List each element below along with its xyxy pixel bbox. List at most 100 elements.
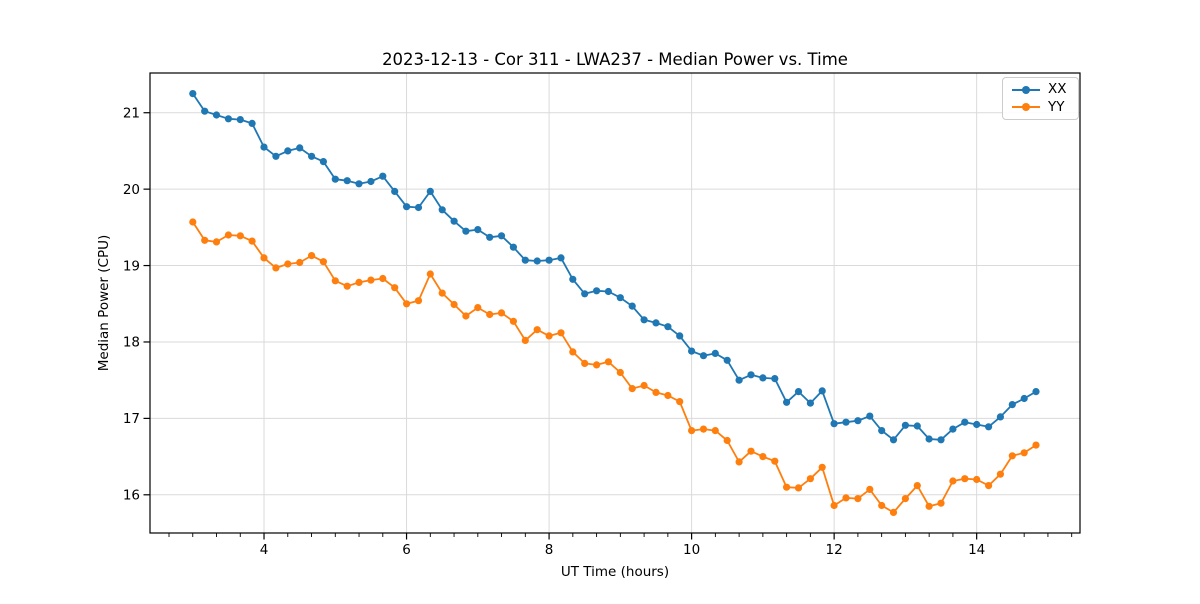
data-point-XX [367,177,375,186]
data-point-YY [426,270,434,278]
data-point-XX [331,175,339,183]
data-point-XX [711,349,719,357]
axes: 4 6 8 10 12 14 16 17 18 19 20 21 [123,105,1073,558]
chart-title: 2023-12-13 - Cor 311 - LWA237 - Median P… [382,50,848,69]
data-point-XX [343,177,351,185]
series-line-XX [191,92,1037,441]
y-tick-label: 17 [123,411,140,427]
data-point-YY [806,475,815,483]
data-point-YY [462,312,470,320]
data-point-XX [414,203,423,212]
data-point-YY [771,457,779,465]
data-point-YY [985,482,993,490]
data-point-XX [794,388,803,396]
data-point-YY [913,482,921,490]
data-point-YY [486,310,494,319]
data-point-YY [260,254,268,262]
data-point-YY [212,238,221,246]
data-point-YY [711,427,719,435]
data-point-XX [747,371,755,379]
data-point-XX [438,206,446,214]
data-point-YY [201,236,209,244]
x-axis-label: UT Time (hours) [561,564,669,580]
gridlines [150,73,1080,533]
data-point-XX [771,375,779,383]
data-point-XX [854,417,862,425]
data-point-XX [557,254,565,262]
data-point-XX [308,152,316,160]
data-point-XX [1032,388,1040,396]
data-point-YY [581,359,589,367]
data-point-XX [901,421,910,429]
data-point-YY [759,453,767,461]
y-tick-label: 19 [123,258,140,274]
data-point-XX [985,423,993,431]
data-point-XX [878,427,886,435]
data-point-YY [236,232,244,240]
data-point-XX [889,436,898,444]
data-point-YY [497,309,506,317]
data-point-XX [581,290,589,298]
data-point-YY [569,348,577,356]
y-tick-label: 18 [123,335,140,351]
data-point-XX [842,418,850,426]
data-point-XX [937,436,945,444]
data-point-YY [723,436,731,445]
data-point-XX [426,187,434,195]
data-point-XX [284,147,292,155]
data-point-YY [319,258,327,266]
data-point-XX [319,158,327,166]
data-point-YY [961,475,969,483]
data-point-XX [403,203,411,211]
data-point-XX [486,233,494,241]
data-point-YY [616,368,624,377]
data-point-XX [593,287,601,295]
data-point-YY [866,485,874,493]
data-point-YY [189,218,197,226]
data-point-XX [212,111,221,119]
data-point-XX [616,294,624,302]
data-point-YY [830,501,838,510]
data-point-YY [593,361,601,369]
legend: XX YY [1002,77,1079,120]
data-point-YY [272,264,280,272]
data-point-YY [854,495,862,503]
data-point-YY [996,470,1005,478]
data-point-XX [759,374,767,382]
data-point-XX [640,316,648,324]
data-point-YY [842,494,850,502]
data-point-XX [913,422,921,430]
data-point-XX [688,347,696,355]
data-point-YY [403,300,411,308]
data-point-XX [830,420,838,428]
data-point-XX [248,119,256,127]
data-point-XX [450,217,458,225]
data-point-YY [343,282,351,290]
data-point-XX [735,376,743,384]
legend-entry-xx: XX [1012,82,1067,97]
data-point-XX [497,232,506,240]
data-point-YY [450,300,458,309]
data-point-YY [545,332,553,340]
data-point-XX [652,319,660,327]
data-point-XX [201,107,209,115]
data-point-XX [996,413,1005,421]
data-point-XX [224,115,232,123]
data-point-YY [794,484,803,492]
data-point-XX [355,180,363,188]
data-point-YY [557,329,565,337]
data-point-YY [699,425,708,433]
data-point-XX [723,356,731,364]
data-point-YY [937,499,945,507]
data-point-YY [1032,441,1040,449]
x-tick-label: 10 [683,542,700,558]
y-tick-label: 16 [123,487,140,503]
data-point-YY [331,277,339,285]
legend-label-yy: YY [1048,98,1065,115]
data-point-XX [866,412,874,420]
data-point-YY [878,501,886,510]
data-point-YY [509,317,517,325]
data-point-YY [1020,449,1028,457]
x-tick-label: 14 [968,542,985,558]
data-point-XX [676,332,684,340]
